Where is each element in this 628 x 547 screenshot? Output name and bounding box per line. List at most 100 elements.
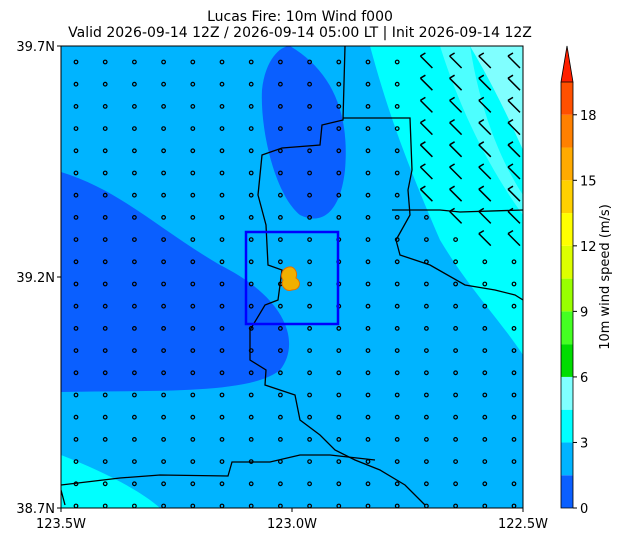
station-dot xyxy=(365,281,371,287)
station-dot xyxy=(131,103,137,109)
station-dot xyxy=(278,81,283,87)
station-dot xyxy=(161,81,167,87)
station-dot xyxy=(161,59,167,65)
station-dot xyxy=(161,126,167,132)
station-dot xyxy=(394,81,400,87)
station-dot xyxy=(161,303,167,309)
colorbar-extend xyxy=(560,45,574,83)
station-dot xyxy=(219,348,225,354)
station-dot xyxy=(336,170,342,176)
station-dot xyxy=(336,437,342,442)
station-dot xyxy=(219,481,225,487)
station-dot xyxy=(278,192,283,198)
station-dot xyxy=(336,214,342,220)
station-dot xyxy=(102,259,108,265)
station-dot xyxy=(161,370,167,376)
wind-barb xyxy=(449,118,463,136)
station-dot xyxy=(248,237,254,243)
station-dot xyxy=(219,326,225,331)
station-dot xyxy=(307,392,313,398)
wind-barb xyxy=(478,163,492,180)
station-dot xyxy=(102,214,108,220)
station-dot xyxy=(336,126,342,132)
station-dot xyxy=(278,326,283,331)
y-tick-label: 38.7N xyxy=(16,502,55,517)
station-dot xyxy=(248,414,254,420)
station-dot xyxy=(219,126,225,132)
title: Lucas Fire: 10m Wind f000 xyxy=(207,9,393,25)
wind-barb xyxy=(419,96,433,113)
station-dot xyxy=(190,214,196,220)
station-dot xyxy=(278,126,283,132)
wind-barb xyxy=(507,141,521,158)
station-dot xyxy=(307,481,313,487)
station-dot xyxy=(278,370,283,376)
contour-fill xyxy=(440,46,523,215)
station-dot xyxy=(190,170,196,176)
station-dot xyxy=(248,281,254,287)
station-dot xyxy=(424,370,429,376)
station-dot xyxy=(453,414,459,420)
station-dot xyxy=(424,437,429,442)
station-dot xyxy=(394,370,400,376)
station-dot xyxy=(278,303,283,309)
fire-box xyxy=(244,230,340,326)
wind-barb xyxy=(507,185,521,202)
station-dot xyxy=(190,81,196,87)
station-dot xyxy=(219,259,225,265)
station-dot xyxy=(365,303,371,309)
station-dot xyxy=(365,81,371,87)
contour-fill xyxy=(61,172,290,392)
station-dot xyxy=(511,414,517,420)
station-dot xyxy=(365,481,371,487)
station-dot xyxy=(102,281,108,287)
station-dot xyxy=(482,370,488,376)
station-dot xyxy=(102,192,108,198)
station-dot xyxy=(307,237,313,243)
station-dot xyxy=(102,392,108,398)
station-dot xyxy=(278,392,283,398)
station-dot xyxy=(278,103,283,109)
colorbar-segment xyxy=(561,311,573,345)
colorbar-tick-label: 0 xyxy=(580,502,588,517)
colorbar-segment xyxy=(561,213,573,246)
station-dot xyxy=(482,481,488,487)
station-dot xyxy=(511,437,517,442)
station-dot xyxy=(161,103,167,109)
subtitle: Valid 2026-09-14 12Z / 2026-09-14 05:00 … xyxy=(68,25,532,41)
station-dot xyxy=(219,281,225,287)
station-dot xyxy=(482,414,488,420)
wind-barb xyxy=(478,52,492,69)
station-dot xyxy=(424,414,429,420)
station-dot xyxy=(278,481,283,487)
station-dot xyxy=(131,392,137,398)
map-area xyxy=(61,46,523,508)
wind-barb xyxy=(419,141,433,158)
wind-barb xyxy=(419,185,433,202)
station-dot xyxy=(453,303,459,309)
wind-barb xyxy=(478,96,492,113)
station-dot xyxy=(307,59,313,65)
station-dot xyxy=(424,326,429,331)
station-dot xyxy=(307,170,313,176)
station-dot xyxy=(190,303,196,309)
station-dot xyxy=(365,59,371,65)
station-dot xyxy=(307,148,313,154)
station-dot xyxy=(190,414,196,420)
colorbar-segment xyxy=(561,344,573,377)
station-dot xyxy=(453,281,459,287)
colorbar-segment xyxy=(561,114,573,148)
station-dot xyxy=(307,259,313,265)
station-dot xyxy=(394,59,400,65)
wind-barb xyxy=(507,96,521,113)
station-dot xyxy=(453,348,459,354)
station-dot xyxy=(219,214,225,220)
station-dot xyxy=(190,481,196,487)
station-dot xyxy=(248,214,254,220)
station-dot xyxy=(131,303,137,309)
wind-barb xyxy=(478,74,492,91)
station-dot xyxy=(453,459,459,465)
station-dot xyxy=(307,214,313,220)
station-dot xyxy=(73,281,79,287)
station-dot xyxy=(131,170,137,176)
